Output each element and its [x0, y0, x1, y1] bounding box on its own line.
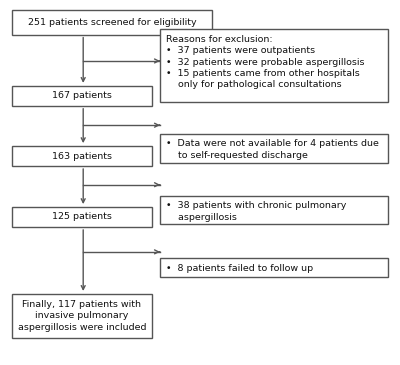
Text: •  38 patients with chronic pulmonary
    aspergillosis: • 38 patients with chronic pulmonary asp… [166, 201, 346, 222]
FancyBboxPatch shape [160, 196, 388, 224]
Text: •  8 patients failed to follow up: • 8 patients failed to follow up [166, 264, 313, 273]
Text: 167 patients: 167 patients [52, 91, 112, 100]
FancyBboxPatch shape [12, 86, 152, 106]
FancyBboxPatch shape [160, 134, 388, 163]
Text: Finally, 117 patients with
invasive pulmonary
aspergillosis were included: Finally, 117 patients with invasive pulm… [18, 300, 146, 332]
FancyBboxPatch shape [12, 207, 152, 227]
Text: 125 patients: 125 patients [52, 212, 112, 222]
Text: •  Data were not available for 4 patients due
    to self-requested discharge: • Data were not available for 4 patients… [166, 139, 379, 160]
FancyBboxPatch shape [12, 146, 152, 166]
FancyBboxPatch shape [12, 294, 152, 338]
FancyBboxPatch shape [160, 29, 388, 102]
FancyBboxPatch shape [160, 258, 388, 277]
Text: Reasons for exclusion:
•  37 patients were outpatients
•  32 patients were proba: Reasons for exclusion: • 37 patients wer… [166, 35, 364, 89]
FancyBboxPatch shape [12, 10, 212, 35]
Text: 163 patients: 163 patients [52, 151, 112, 161]
Text: 251 patients screened for eligibility: 251 patients screened for eligibility [28, 18, 196, 27]
